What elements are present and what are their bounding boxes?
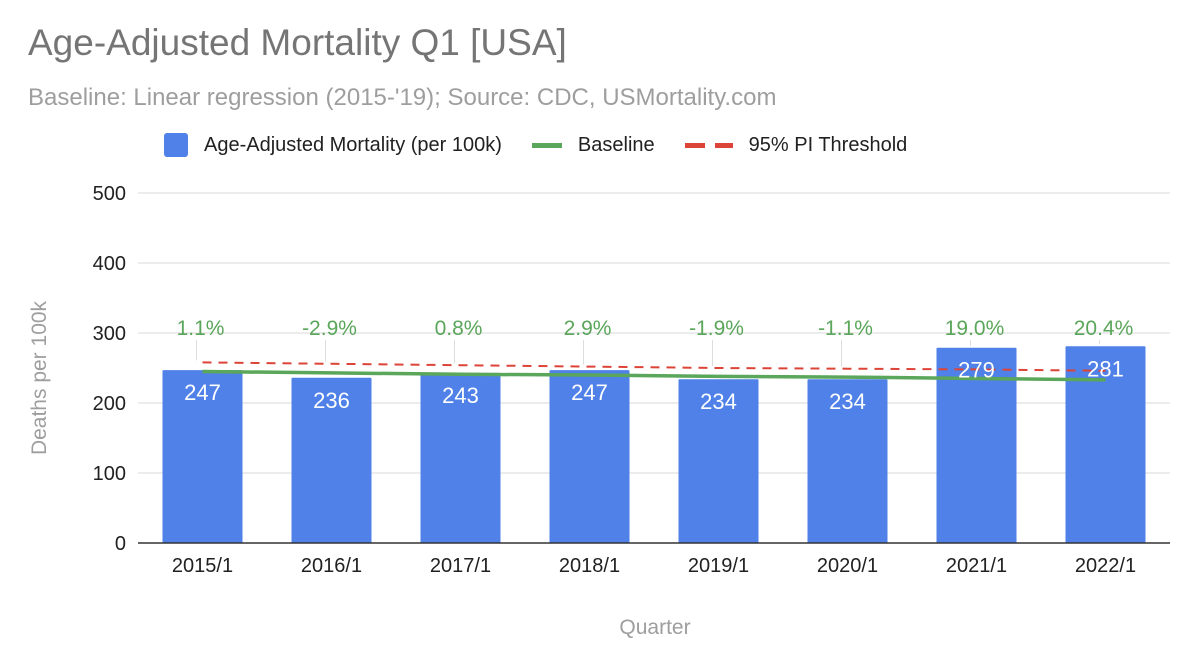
- legend-item-baseline[interactable]: Baseline: [531, 133, 655, 157]
- chart-legend: Age-Adjusted Mortality (per 100k) Baseli…: [164, 133, 937, 157]
- y-tick-label: 400: [93, 253, 126, 275]
- y-tick-label: 100: [93, 463, 126, 485]
- legend-swatch-dashed: [684, 142, 733, 148]
- threshold-line: [202, 361, 1106, 372]
- bar-value-label: 234: [829, 389, 866, 414]
- x-tick-label: 2022/1: [1075, 555, 1136, 577]
- x-tick-label: 2020/1: [817, 555, 878, 577]
- bars: [162, 346, 1146, 543]
- bar-value-label: 279: [958, 358, 995, 383]
- excess-percent-label: 1.1%: [177, 317, 225, 340]
- x-axis-title: Quarter: [619, 616, 690, 639]
- bar: [291, 377, 372, 543]
- legend-label-threshold: 95% PI Threshold: [748, 133, 908, 156]
- x-tick-label: 2018/1: [559, 555, 620, 577]
- excess-percent-label: 19.0%: [945, 317, 1005, 340]
- bar: [678, 379, 759, 543]
- bar: [549, 370, 630, 543]
- bar-value-label: 234: [700, 389, 737, 414]
- legend-item-threshold[interactable]: 95% PI Threshold: [684, 133, 908, 157]
- bar-value-label: 247: [184, 380, 221, 405]
- bar-value-label: 281: [1087, 356, 1124, 381]
- x-tick-label: 2017/1: [430, 555, 491, 577]
- x-tick-label: 2019/1: [688, 555, 749, 577]
- excess-percent-label: 0.8%: [435, 317, 483, 340]
- y-tick-label: 200: [93, 393, 126, 415]
- bar-value-label: 243: [442, 383, 479, 408]
- bar-value-label: 247: [571, 380, 608, 405]
- y-axis-title: Deaths per 100k: [28, 300, 51, 455]
- y-tick-label: 300: [93, 323, 126, 345]
- x-tick-label: 2016/1: [301, 555, 362, 577]
- baseline-line: [202, 369, 1106, 382]
- bar: [1065, 346, 1146, 543]
- y-tick-label: 0: [115, 533, 126, 555]
- bar: [807, 379, 888, 543]
- chart-title: Age-Adjusted Mortality Q1 [USA]: [28, 22, 567, 63]
- x-tick-label: 2021/1: [946, 555, 1007, 577]
- legend-swatch-line: [531, 142, 562, 148]
- excess-percent-label: -2.9%: [302, 317, 357, 340]
- legend-swatch-bar: [164, 133, 188, 157]
- data-labels: 247 236 243 247 234 234 279 281 1.1% -2.9% 0.8% 2.9…: [177, 317, 1134, 414]
- lines: [202, 361, 1106, 382]
- bar-value-label: 236: [313, 388, 350, 413]
- bar: [162, 370, 243, 543]
- legend-label-mortality: Age-Adjusted Mortality (per 100k): [204, 133, 502, 156]
- excess-percent-label: 20.4%: [1074, 317, 1134, 340]
- axes: 0 100 200 300 400 500 2015/1 2016/1 2017/1 2018/1…: [28, 183, 1170, 639]
- chart-subtitle: Baseline: Linear regression (2015-'19); …: [28, 84, 777, 111]
- legend-item-mortality[interactable]: Age-Adjusted Mortality (per 100k): [164, 133, 502, 157]
- bar: [936, 347, 1017, 543]
- excess-percent-label: 2.9%: [564, 317, 612, 340]
- x-tick-label: 2015/1: [172, 555, 233, 577]
- y-tick-label: 500: [93, 183, 126, 205]
- excess-percent-label: -1.1%: [818, 317, 873, 340]
- legend-label-baseline: Baseline: [577, 133, 655, 156]
- bar: [420, 372, 501, 543]
- excess-percent-label: -1.9%: [689, 317, 744, 340]
